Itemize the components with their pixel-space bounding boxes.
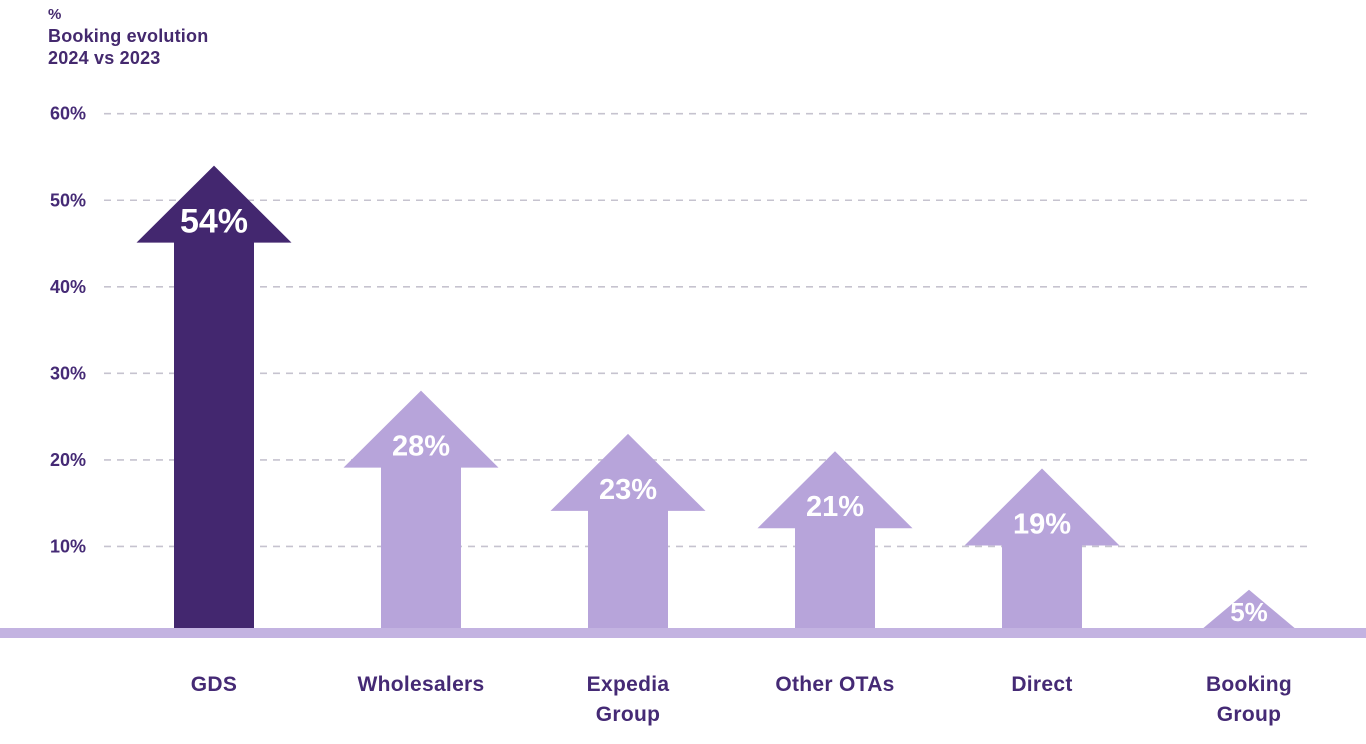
arrow-bar-gds [136,165,292,633]
category-label-expedia-group-line1: Expedia [587,673,670,696]
category-label-booking-group-line1: Booking [1206,673,1292,696]
y-tick-label-50: 50% [50,190,86,210]
y-tick-label-10: 10% [50,536,86,556]
arrow-bar-expedia-group [550,433,706,633]
value-label-direct: 19% [1013,509,1071,541]
arrow-bar-other-otas [757,451,913,633]
baseline-axis-bar [0,628,1366,638]
y-tick-label-40: 40% [50,277,86,297]
chart-title-block: % Booking evolution 2024 vs 2023 [48,6,208,70]
chart-subtitle: 2024 vs 2023 [48,48,161,69]
category-label-booking-group-line2: Group [1217,703,1282,726]
y-axis-unit-label: % [48,6,62,23]
y-tick-label-60: 60% [50,104,86,124]
category-label-expedia-group-line2: Group [596,703,661,726]
arrow-bar-booking-group [1197,589,1301,633]
value-label-other-otas: 21% [806,491,864,523]
value-label-gds: 54% [180,203,248,241]
arrow-bar-wholesalers [343,390,499,633]
category-label-gds: GDS [191,673,237,696]
chart-title: Booking evolution [48,25,209,46]
value-label-expedia-group: 23% [599,474,657,506]
category-label-other-otas: Other OTAs [775,673,894,696]
y-tick-label-20: 20% [50,450,86,470]
value-label-wholesalers: 28% [392,431,450,463]
arrow-bar-direct [964,468,1120,633]
category-label-wholesalers: Wholesalers [357,673,484,696]
category-label-direct: Direct [1011,673,1072,696]
value-label-booking-group: 5% [1230,597,1268,627]
y-tick-label-30: 30% [50,363,86,383]
